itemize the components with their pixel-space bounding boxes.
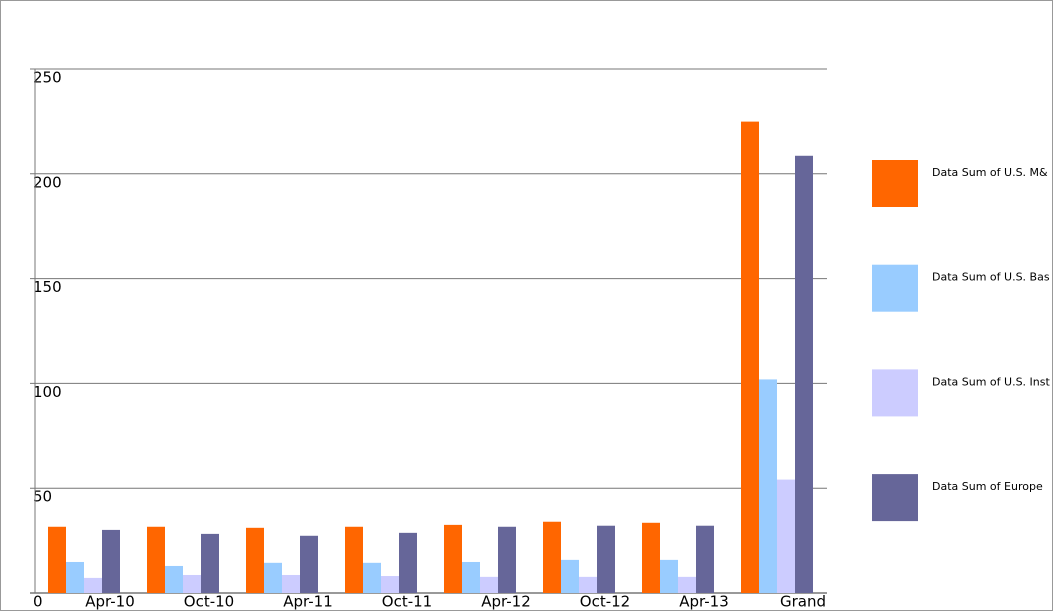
x-tick-label: Apr-12 — [481, 593, 531, 611]
legend-swatch — [872, 160, 918, 207]
bar — [498, 526, 516, 593]
bar — [381, 576, 399, 593]
bar — [642, 522, 660, 593]
legend-label: Data Sum of U.S. M& — [932, 166, 1048, 179]
bar — [696, 525, 714, 593]
bar — [102, 529, 120, 593]
legend-label: Data Sum of Europe — [932, 480, 1043, 493]
legend-swatch — [872, 369, 918, 417]
bar — [462, 561, 480, 593]
x-tick-label: Oct-12 — [580, 593, 630, 611]
legend-label: Data Sum of U.S. Inst — [932, 375, 1050, 388]
bar — [246, 527, 264, 593]
x-tick-label: Apr-10 — [85, 593, 135, 611]
bar — [399, 532, 417, 593]
bar — [66, 561, 84, 593]
bar — [147, 526, 165, 593]
bar — [345, 526, 363, 593]
bar — [183, 574, 201, 593]
bar — [597, 525, 615, 593]
legend-label: Data Sum of U.S. Bas — [932, 271, 1050, 284]
y-tick-label: 250 — [33, 69, 62, 87]
bar — [777, 479, 795, 593]
bar — [444, 524, 462, 593]
bar — [561, 559, 579, 593]
legend-swatch — [872, 264, 918, 312]
bar — [264, 562, 282, 593]
y-tick-label: 200 — [33, 173, 62, 191]
y-tick-label: 100 — [33, 383, 62, 401]
bar — [84, 577, 102, 593]
y-tick-label: 0 — [33, 593, 43, 611]
bar — [795, 155, 813, 593]
bar — [282, 574, 300, 593]
bar — [363, 562, 381, 593]
bar — [759, 379, 777, 593]
x-tick-label: Apr-11 — [283, 593, 333, 611]
bar — [201, 533, 219, 593]
bar — [48, 526, 66, 593]
bar — [543, 521, 561, 593]
x-tick-label: Oct-11 — [382, 593, 432, 611]
x-tick-label: Apr-13 — [679, 593, 729, 611]
bar — [579, 576, 597, 593]
y-tick-label: 150 — [33, 278, 62, 296]
bar — [741, 121, 759, 594]
bar — [678, 576, 696, 593]
bar — [300, 535, 318, 593]
x-tick-label: Grand — [780, 593, 826, 611]
bar — [480, 576, 498, 593]
y-tick-label: 50 — [33, 488, 52, 506]
bar — [660, 559, 678, 593]
legend-swatch — [872, 474, 918, 522]
bar — [165, 565, 183, 593]
x-tick-label: Oct-10 — [184, 593, 234, 611]
